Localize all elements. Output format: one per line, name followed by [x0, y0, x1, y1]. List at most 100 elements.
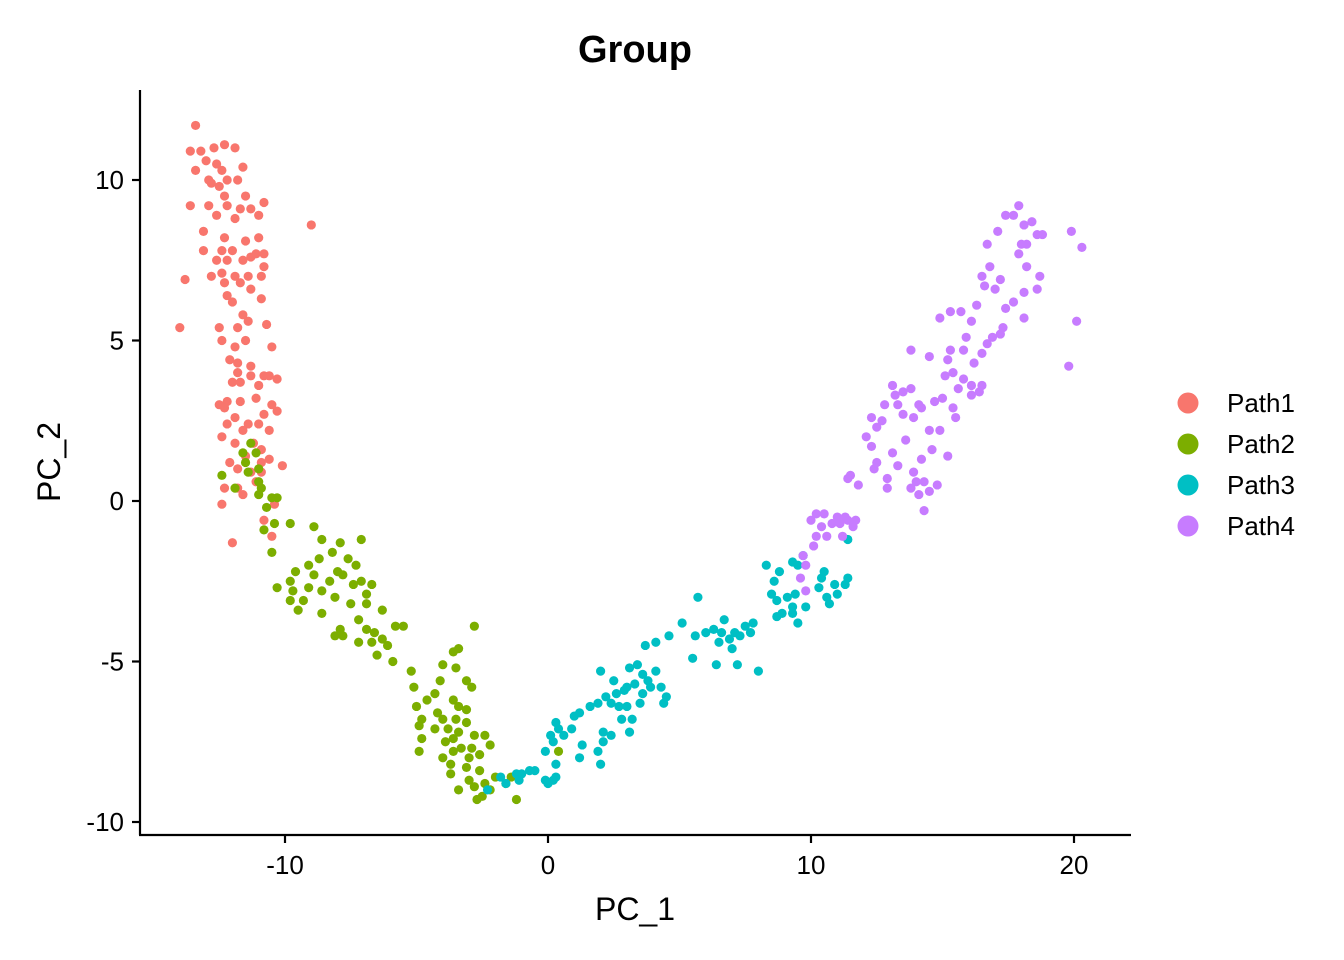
point-path4-9 [816, 522, 827, 532]
point-path4-3 [801, 586, 811, 596]
point-path4-18 [837, 531, 848, 541]
point-path4-80 [985, 262, 995, 272]
point-path4-47 [887, 448, 898, 458]
legend-key-path2 [1177, 433, 1199, 455]
point-path2-22 [356, 534, 366, 545]
point-path4-25 [882, 483, 892, 493]
point-path3-33 [638, 689, 648, 699]
point-path4-49 [924, 486, 934, 496]
x-tick-label: 0 [541, 850, 555, 880]
point-path4-7 [811, 509, 821, 519]
point-path3-48 [624, 663, 635, 673]
point-path4-33 [890, 390, 900, 400]
point-path1-51 [222, 290, 232, 301]
point-path1-15 [214, 181, 224, 192]
point-path2-61 [372, 650, 382, 660]
point-path1-85 [243, 419, 253, 429]
point-path1-58 [261, 319, 272, 330]
point-path1-74 [254, 380, 264, 391]
point-path4-64 [945, 345, 955, 355]
point-path3-55 [640, 640, 650, 651]
point-path2-91 [480, 730, 490, 740]
point-path1-97 [233, 464, 243, 474]
point-path2-12 [272, 493, 282, 503]
point-path3-26 [606, 698, 616, 708]
point-path3-99 [843, 573, 853, 583]
point-path2-59 [382, 640, 393, 651]
point-path3-61 [701, 628, 711, 638]
point-path4-65 [958, 345, 969, 355]
point-path1-46 [256, 271, 266, 281]
point-path1-96 [264, 454, 274, 464]
point-path2-41 [330, 592, 340, 602]
point-path1-70 [264, 371, 274, 381]
point-path3-20 [574, 708, 585, 718]
point-path3-77 [769, 576, 779, 586]
point-path2-54 [361, 624, 372, 635]
point-path4-113 [914, 400, 924, 410]
point-path4-96 [1019, 287, 1029, 297]
point-path4-109 [945, 307, 955, 317]
point-path4-2 [795, 573, 806, 583]
point-path1-29 [219, 233, 230, 243]
y-tick-label: -5 [101, 647, 124, 677]
point-path4-106 [956, 307, 966, 317]
point-path1-102 [219, 483, 230, 493]
point-path3-39 [598, 737, 608, 747]
y-axis-ticks: -10 -5 0 5 10 [86, 165, 140, 837]
point-path2-70 [435, 676, 445, 686]
point-path3-63 [716, 628, 727, 638]
point-path1-44 [230, 271, 240, 281]
points-layer [175, 120, 1087, 805]
point-path2-49 [354, 615, 364, 625]
point-path3-43 [574, 753, 585, 763]
point-path2-85 [443, 724, 453, 734]
point-path3-29 [617, 714, 627, 724]
point-path2-88 [469, 730, 479, 740]
point-path1-22 [259, 197, 269, 208]
point-path2-18 [267, 547, 277, 557]
point-path4-30 [877, 416, 887, 426]
point-path4-52 [914, 489, 924, 500]
point-path1-94 [225, 457, 235, 468]
point-path4-83 [1001, 210, 1011, 220]
point-path4-77 [972, 300, 982, 310]
point-path2-15 [259, 525, 269, 535]
point-path3-92 [801, 602, 811, 612]
point-path3-97 [830, 579, 840, 590]
point-path3-28 [622, 701, 632, 712]
point-path3-41 [577, 740, 587, 750]
point-path1-32 [198, 246, 209, 256]
point-path4-56 [951, 412, 961, 423]
point-path2-62 [388, 656, 398, 667]
point-path2-73 [430, 689, 440, 699]
point-path2-24 [343, 554, 353, 564]
point-path4-60 [940, 371, 950, 381]
point-path4-20 [853, 480, 863, 490]
point-path3-79 [761, 560, 771, 570]
point-path1-63 [267, 342, 277, 352]
point-path4-15 [843, 515, 853, 525]
point-path4-110 [924, 351, 934, 362]
point-path4-41 [924, 425, 934, 435]
point-path1-4 [219, 140, 230, 150]
point-path2-20 [327, 547, 337, 557]
point-path4-34 [898, 387, 908, 397]
point-path1-108 [227, 538, 237, 548]
point-path1-6 [201, 156, 211, 166]
series-path2 [217, 438, 564, 805]
point-path3-30 [627, 714, 637, 724]
y-tick-label: -10 [86, 807, 124, 837]
point-path1-104 [238, 489, 248, 500]
point-path2-64 [438, 660, 448, 670]
point-path3-84 [787, 602, 798, 612]
point-path3-6 [530, 766, 540, 776]
point-path2-19 [317, 534, 327, 545]
point-path3-12 [540, 746, 550, 756]
point-path3-89 [772, 595, 782, 606]
point-path1-14 [206, 178, 216, 188]
point-path1-3 [209, 143, 219, 153]
point-path2-14 [269, 518, 280, 529]
point-path3-85 [790, 589, 800, 599]
